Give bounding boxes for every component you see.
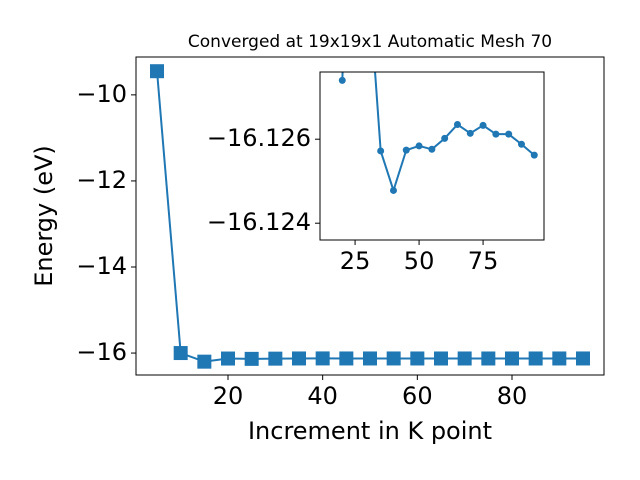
marker — [575, 351, 590, 366]
chart-title: Converged at 19x19x1 Automatic Mesh 70 — [188, 32, 552, 52]
marker — [441, 134, 449, 142]
marker — [504, 351, 519, 366]
x-tick-label: 40 — [307, 382, 338, 410]
series — [150, 64, 590, 369]
marker — [505, 130, 513, 138]
marker — [433, 351, 448, 366]
marker — [479, 121, 487, 129]
series — [338, 72, 538, 194]
marker — [492, 130, 500, 138]
marker — [221, 351, 236, 366]
marker — [386, 351, 401, 366]
y-tick-label: −16.126 — [207, 124, 311, 152]
plot-frame — [135, 56, 605, 376]
y-tick-label: −14 — [76, 252, 127, 280]
marker — [428, 145, 436, 153]
marker — [292, 351, 307, 366]
x-tick-label: 60 — [402, 382, 433, 410]
marker — [466, 129, 474, 137]
marker — [389, 186, 397, 194]
marker — [377, 147, 385, 155]
marker — [338, 76, 346, 84]
x-tick-label: 20 — [213, 382, 244, 410]
x-tick-label: 80 — [497, 382, 528, 410]
marker — [517, 140, 525, 148]
marker — [150, 64, 165, 79]
plot-frame — [319, 71, 545, 241]
x-tick-label: 25 — [340, 247, 371, 275]
x-axis-label: Increment in K point — [248, 417, 492, 445]
marker — [457, 351, 472, 366]
y-tick-label: −12 — [76, 166, 127, 194]
x-tick-label: 50 — [404, 247, 435, 275]
marker — [363, 351, 377, 366]
marker — [528, 351, 543, 366]
marker — [552, 351, 567, 366]
plot-area — [320, 72, 544, 240]
marker — [410, 351, 425, 366]
y-axis-label: Energy (eV) — [30, 145, 58, 287]
marker — [268, 351, 283, 366]
marker — [339, 351, 354, 366]
marker — [530, 151, 538, 159]
series-line — [341, 72, 535, 194]
marker — [315, 351, 330, 366]
marker — [415, 142, 423, 150]
y-tick-label: −16.124 — [207, 208, 311, 236]
x-tick-label: 75 — [468, 247, 499, 275]
marker — [453, 121, 461, 128]
marker — [197, 354, 212, 369]
marker — [481, 351, 496, 366]
y-tick-label: −16 — [76, 338, 127, 366]
marker — [402, 146, 410, 154]
y-tick-label: −10 — [76, 80, 127, 108]
marker — [244, 351, 259, 366]
marker — [173, 346, 188, 361]
